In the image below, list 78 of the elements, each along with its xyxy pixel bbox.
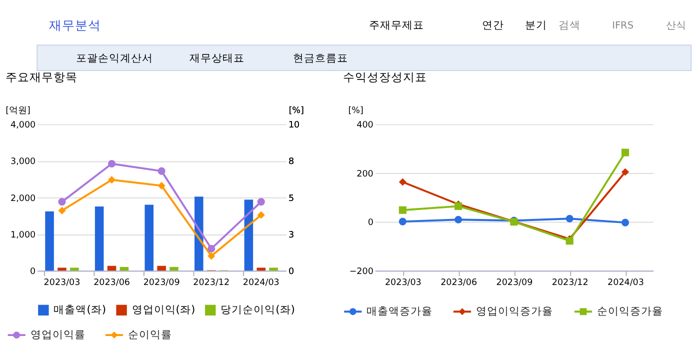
y-tick-label: 3,000 — [10, 157, 36, 168]
x-tick-label: 2023/06 — [94, 278, 130, 288]
text: 연간 — [482, 18, 504, 32]
legend-label: 순이익률 — [128, 328, 172, 341]
y-axis-title: [억원] — [6, 106, 30, 116]
text: 현금흐름표 — [292, 52, 348, 65]
text: 재무상태표 — [189, 52, 244, 65]
legend-label: 영업이익(좌) — [132, 303, 196, 316]
point — [398, 218, 406, 226]
legend-label: 매출액(좌) — [54, 303, 106, 316]
point — [208, 252, 216, 260]
point — [398, 206, 406, 214]
x-tick-label: 2023/12 — [193, 278, 230, 288]
point — [257, 198, 265, 206]
text: IFRS — [612, 20, 634, 32]
bar — [244, 200, 254, 271]
y2-tick-label: 0 — [288, 267, 294, 278]
point — [108, 160, 116, 168]
bar — [157, 266, 166, 271]
y2-tick-label: 3 — [288, 230, 294, 240]
bar — [269, 268, 278, 271]
point — [58, 198, 66, 206]
point — [158, 167, 166, 175]
point — [398, 178, 406, 186]
point — [454, 216, 462, 224]
bar — [256, 268, 266, 271]
bar — [120, 266, 129, 271]
y2-tick-label: 5 — [288, 194, 294, 204]
text: 분기 — [525, 18, 548, 32]
x-tick-label: 2023/06 — [440, 278, 478, 288]
y-tick-label: 4,000 — [10, 120, 36, 131]
x-tick-label: 2023/03 — [384, 278, 422, 288]
text: 검색 — [558, 18, 580, 32]
bar — [144, 204, 154, 271]
y-tick-label: 200 — [356, 169, 374, 180]
point — [58, 206, 66, 214]
y2-axis-title: [%] — [288, 106, 304, 116]
point — [257, 211, 265, 219]
legend-label: 영업이익증가율 — [476, 304, 553, 318]
x-tick-label: 2024/03 — [242, 278, 280, 288]
legend-label: 순이익증가율 — [596, 304, 663, 318]
bar — [170, 266, 178, 271]
point — [621, 148, 630, 156]
point — [566, 214, 574, 222]
chart-title: 수익성장성지표 — [343, 70, 428, 84]
point — [158, 182, 166, 190]
x-tick-label: 2023/03 — [44, 278, 80, 288]
legend-label: 당기순이익(좌) — [220, 303, 295, 316]
bar — [94, 206, 104, 271]
y-tick-label: 0 — [30, 267, 36, 278]
y-tick-label: −200 — [349, 267, 374, 278]
y-tick-label: 400 — [356, 120, 374, 131]
point — [108, 176, 116, 184]
bar — [45, 211, 54, 271]
y-tick-label: 2,000 — [10, 194, 36, 204]
y2-tick-label: 8 — [288, 157, 294, 168]
x-tick-label: 2023/12 — [552, 278, 588, 288]
chart-title: 주요재무항목 — [5, 70, 78, 84]
bar — [107, 266, 116, 271]
point — [208, 244, 216, 252]
y-tick-label: 1,000 — [10, 230, 36, 240]
legend-label: 매출액증가율 — [366, 304, 433, 318]
x-tick-label: 2024/03 — [608, 278, 644, 288]
point — [621, 218, 630, 226]
point — [621, 168, 630, 176]
x-tick-label: 2023/09 — [143, 278, 180, 288]
text: 포괄손익계산서 — [76, 52, 154, 65]
x-tick-label: 2023/09 — [496, 278, 533, 288]
text: 주재무제표 — [369, 18, 424, 32]
legend-label: 영업이익률 — [30, 328, 86, 341]
bar — [70, 268, 79, 271]
bar — [194, 196, 204, 271]
bar — [58, 268, 66, 271]
y-tick-label: 0 — [368, 218, 374, 228]
y2-tick-label: 10 — [288, 120, 300, 131]
text: 재무분석 — [48, 18, 101, 32]
y-axis-title: [%] — [348, 106, 364, 116]
text: 산식 — [666, 20, 686, 32]
